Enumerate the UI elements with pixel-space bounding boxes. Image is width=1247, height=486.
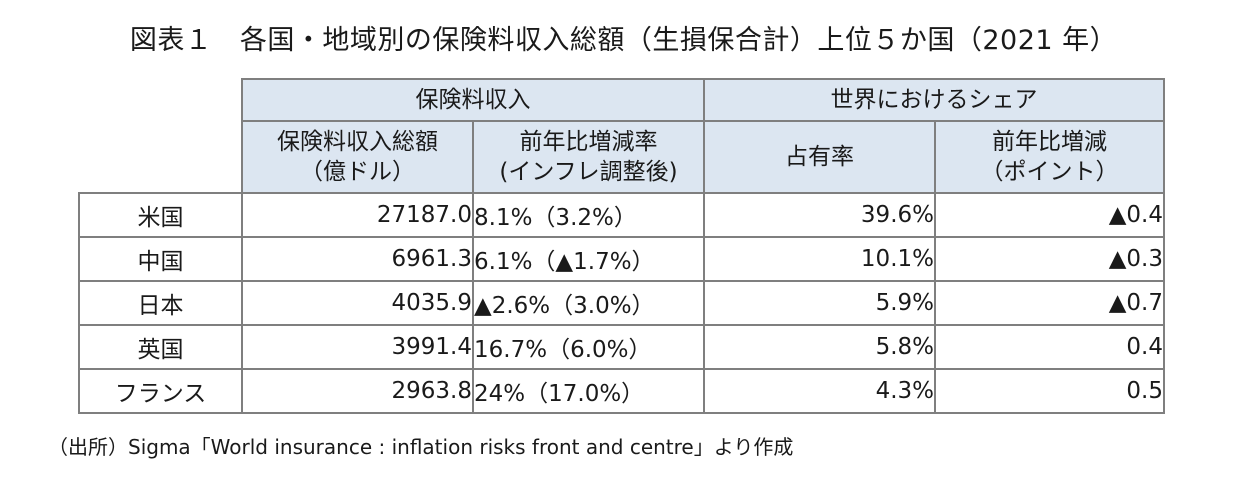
row-share-change: 0.4	[934, 324, 1165, 370]
row-share: 10.1%	[703, 236, 936, 282]
row-total-premium: 6961.3	[241, 236, 474, 282]
row-growth-rate: ▲2.6%（3.0%）	[472, 280, 705, 326]
page-title: 図表１ 各国・地域別の保険料収入総額（生損保合計）上位５か国（2021 年）	[129, 25, 1118, 56]
row-country: フランス	[78, 368, 243, 414]
row-share: 39.6%	[703, 192, 936, 238]
table-row: 日本 4035.9 ▲2.6%（3.0%） 5.9% ▲0.7	[78, 280, 1165, 326]
row-growth-rate: 24%（17.0%）	[472, 368, 705, 414]
row-total-premium: 3991.4	[241, 324, 474, 370]
header-share-change: 前年比増減 （ポイント）	[934, 120, 1165, 194]
header-growth-rate-line2: (インフレ調整後)	[499, 159, 678, 185]
header-share-group: 世界におけるシェア	[703, 78, 1165, 122]
row-share-change: ▲0.7	[934, 280, 1165, 326]
header-share-change-line1: 前年比増減	[992, 129, 1107, 155]
header-growth-rate-line1: 前年比増減率	[519, 129, 658, 155]
row-share: 4.3%	[703, 368, 936, 414]
row-share-change: ▲0.3	[934, 236, 1165, 282]
row-country: 中国	[78, 236, 243, 282]
row-total-premium: 2963.8	[241, 368, 474, 414]
row-total-premium: 27187.0	[241, 192, 474, 238]
row-country: 米国	[78, 192, 243, 238]
table-row: フランス 2963.8 24%（17.0%） 4.3% 0.5	[78, 368, 1165, 414]
table-row: 米国 27187.0 8.1%（3.2%） 39.6% ▲0.4	[78, 192, 1165, 238]
row-total-premium: 4035.9	[241, 280, 474, 326]
premium-table: 保険料収入 世界におけるシェア 保険料収入総額 （億ドル） 前年比増減率 (イン…	[78, 78, 1165, 414]
row-country: 日本	[78, 280, 243, 326]
row-share: 5.8%	[703, 324, 936, 370]
header-growth-rate: 前年比増減率 (インフレ調整後)	[472, 120, 705, 194]
row-share: 5.9%	[703, 280, 936, 326]
row-country: 英国	[78, 324, 243, 370]
header-total-premium: 保険料収入総額 （億ドル）	[241, 120, 474, 194]
source-note: （出所）Sigma「World insurance : inflation ri…	[48, 435, 794, 459]
table-row: 中国 6961.3 6.1%（▲1.7%） 10.1% ▲0.3	[78, 236, 1165, 282]
header-total-premium-line1: 保険料収入総額	[277, 129, 438, 155]
header-total-premium-line2: （億ドル）	[300, 159, 415, 185]
row-growth-rate: 6.1%（▲1.7%）	[472, 236, 705, 282]
row-share-change: 0.5	[934, 368, 1165, 414]
table-corner	[79, 79, 243, 194]
table-row: 英国 3991.4 16.7%（6.0%） 5.8% 0.4	[78, 324, 1165, 370]
header-share: 占有率	[703, 120, 936, 194]
header-premium-group: 保険料収入	[241, 78, 705, 122]
header-share-change-line2: （ポイント）	[980, 159, 1119, 185]
row-share-change: ▲0.4	[934, 192, 1165, 238]
row-growth-rate: 16.7%（6.0%）	[472, 324, 705, 370]
row-growth-rate: 8.1%（3.2%）	[472, 192, 705, 238]
